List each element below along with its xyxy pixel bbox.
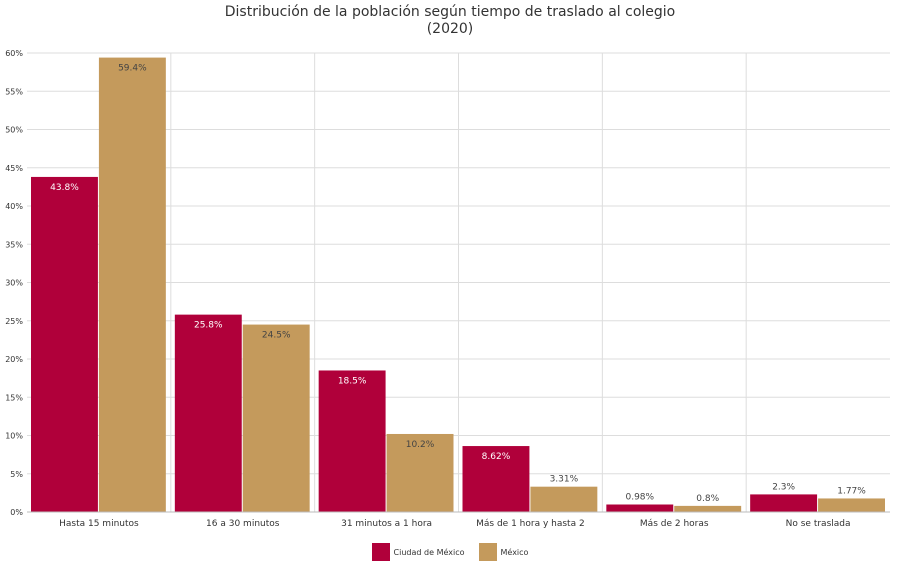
legend-label-cdmx: Ciudad de México [393,547,465,557]
y-tick-label: 40% [5,202,23,211]
data-label: 2.3% [772,482,795,492]
bar [174,314,242,512]
bar [674,505,742,512]
bar [462,446,530,512]
chart-title: Distribución de la población según tiemp… [224,4,676,20]
y-tick-label: 25% [5,317,23,326]
data-label: 1.77% [837,486,866,496]
data-label: 18.5% [338,376,367,386]
x-tick-label: 16 a 30 minutos [206,519,280,529]
x-tick-label: Hasta 15 minutos [59,519,139,529]
x-tick-label: 31 minutos a 1 hora [341,519,432,529]
y-tick-label: 10% [5,432,23,441]
bar [530,486,598,512]
legend-item-mexico[interactable]: México [478,543,529,561]
y-tick-label: 35% [5,240,23,249]
legend-swatch-mexico [478,543,497,561]
bar [98,57,166,513]
legend-item-cdmx[interactable]: Ciudad de México [371,543,465,561]
bar [242,324,310,512]
x-tick-label: Más de 2 horas [640,519,709,529]
legend-swatch-cdmx [371,543,390,561]
data-label: 0.98% [625,493,654,503]
data-label: 24.5% [262,331,291,341]
bar [606,504,674,512]
y-tick-label: 0% [10,508,23,517]
x-tick-label: Más de 1 hora y hasta 2 [476,519,585,529]
chart-title-block: Distribución de la población según tiemp… [0,4,900,38]
bar [318,370,386,512]
data-label: 59.4% [118,64,147,74]
data-label: 3.31% [550,475,579,485]
bar [818,498,885,512]
data-label: 0.8% [696,494,719,504]
y-tick-label: 60% [5,49,23,58]
y-tick-label: 55% [5,87,23,96]
y-tick-label: 45% [5,164,23,173]
bar [31,176,98,512]
y-tick-label: 15% [5,393,23,402]
legend-label-mexico: México [500,547,529,557]
y-tick-label: 50% [5,126,23,135]
x-tick-label: No se traslada [786,519,851,529]
bar [386,433,454,512]
y-tick-label: 30% [5,279,23,288]
data-label: 10.2% [406,440,435,450]
y-tick-label: 20% [5,355,23,364]
y-tick-label: 5% [10,470,23,479]
data-label: 25.8% [194,321,223,331]
chart-subtitle: (2020) [426,21,474,37]
data-label: 8.62% [482,452,511,462]
legend: Ciudad de México México [0,543,900,561]
bar [750,494,818,512]
data-label: 43.8% [50,183,79,193]
